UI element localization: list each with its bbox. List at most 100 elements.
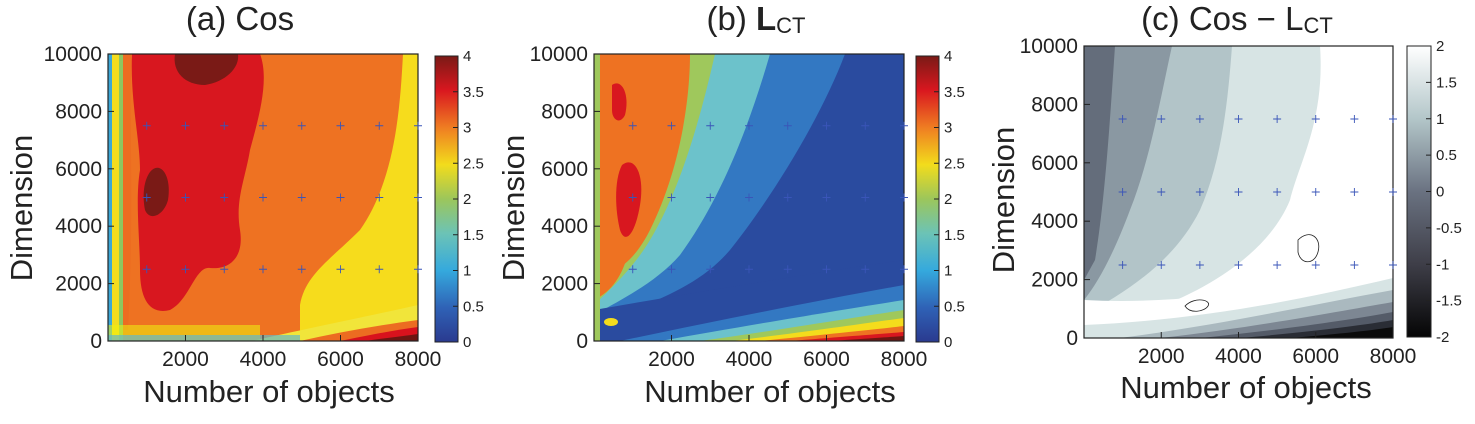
panel-a-colorbar-tick-label: 0.5 xyxy=(463,298,484,315)
panel-a-sample-marker xyxy=(297,193,306,202)
panel-b-sample-marker xyxy=(900,121,908,130)
panel-a-left-yellow xyxy=(112,54,119,341)
panel-a-sample-marker xyxy=(259,193,267,202)
dynamic-layer: 2000 4000 6000 80000200040006000800010000Nu… xyxy=(4,35,1462,409)
panel-a-colorbar-tick-label: 3.5 xyxy=(463,84,484,101)
panel-a-colorbar-tick-label: 1.5 xyxy=(463,227,484,244)
panel-b-x-axis-label: Number of objects xyxy=(644,374,896,409)
panel-c-sample-marker xyxy=(1311,188,1320,196)
panel-a-left-green xyxy=(119,54,123,341)
panel-a-y-tick-label: 0 xyxy=(90,330,102,353)
panel-a-y-tick-label: 2000 xyxy=(55,273,102,296)
panel-a-sample-marker xyxy=(220,121,229,130)
panel-a-contours xyxy=(108,54,418,341)
panel-a-colorbar-tick-label: 0 xyxy=(463,334,471,351)
panel-a-sample-marker xyxy=(414,265,422,274)
panel-a-y-tick-label: 8000 xyxy=(55,100,102,123)
panel-a-peak-top xyxy=(174,54,239,85)
panel-c-sample-marker xyxy=(1273,115,1282,123)
panel-a-colorbar-tick-label: 3 xyxy=(463,120,471,137)
panel-b-colorbar-tick-label: 0.5 xyxy=(944,298,965,315)
panel-b-red-peak-top xyxy=(612,83,627,121)
panel-c-y-tick-label: 2000 xyxy=(1031,269,1078,292)
panel-c-sample-marker xyxy=(1157,188,1166,196)
panel-b-colorbar-tick-label: 1.5 xyxy=(944,227,965,244)
panel-c-sample-marker xyxy=(1389,115,1397,123)
panel-c: (c) Cos − LCT xyxy=(1083,0,1394,339)
panel-b-title: (b) LCT xyxy=(706,0,805,38)
panel-c-contours xyxy=(1084,46,1393,338)
panel-c-sample-marker xyxy=(1234,115,1243,123)
panel-c-colorbar-tick-label: 0 xyxy=(1436,184,1444,201)
panel-b-sample-marker xyxy=(667,193,676,202)
panel-b-sample-marker xyxy=(783,265,792,274)
panel-b-sample-marker xyxy=(745,265,753,274)
panel-b-y-tick-label: 6000 xyxy=(541,158,588,181)
panel-a-sample-marker xyxy=(297,121,306,130)
panel-b-sample-marker xyxy=(706,121,715,130)
panel-c-contour-loop-1 xyxy=(1297,234,1320,263)
panel-c-sample-marker xyxy=(1389,261,1397,269)
panel-b-sample-marker xyxy=(667,265,676,274)
panel-c-y-axis-label: Dimension xyxy=(986,127,1021,273)
panel-a-sample-marker xyxy=(220,193,229,202)
panel-b-sample-marker xyxy=(783,121,792,130)
panel-b-sample-marker xyxy=(822,121,831,130)
panel-c-colorbar-tick-label: 2 xyxy=(1436,38,1444,55)
panel-c-title: (c) Cos − LCT xyxy=(1141,0,1333,38)
panel-a-sample-marker xyxy=(375,121,384,130)
panel-b-x-tick-label: 2000 xyxy=(648,348,695,371)
panel-c-sample-marker xyxy=(1234,188,1243,196)
panel-c-x-axis-label: Number of objects xyxy=(1120,370,1372,405)
panel-a-x-tick-label: 4000 xyxy=(240,348,287,371)
panel-c-sample-marker xyxy=(1118,115,1127,123)
panel-b-y-tick-label: 10000 xyxy=(530,43,588,66)
panel-c-sample-marker xyxy=(1195,115,1204,123)
panel-a-sample-marker xyxy=(142,265,151,274)
panel-b-colorbar-tick-label: 3.5 xyxy=(944,84,965,101)
panel-c-sample-marker xyxy=(1311,261,1320,269)
panel-b-colorbar-tick-label: 2.5 xyxy=(944,155,965,172)
panel-b-sample-marker xyxy=(861,121,870,130)
panel-a-sample-marker xyxy=(336,265,345,274)
panel-c-sample-marker xyxy=(1195,188,1204,196)
panel-c-sample-marker xyxy=(1273,261,1282,269)
panel-a-sample-marker xyxy=(375,193,384,202)
panel-b-lowband-dark xyxy=(830,336,904,341)
panel-a-sample-marker xyxy=(142,121,151,130)
panel-c-colorbar xyxy=(1406,45,1432,338)
panel-c-colorbar-tick-label: 0.5 xyxy=(1436,147,1457,164)
panel-c-colorbar-tick-label: -1 xyxy=(1436,256,1449,273)
panel-b-left-green xyxy=(594,54,600,341)
panel-c-x-tick-label: 8000 xyxy=(1370,345,1417,368)
panel-c-x-tick-label: 2000 xyxy=(1138,345,1185,368)
panel-b-x-tick-label: 8000 xyxy=(881,348,928,371)
panel-b-y-tick-label: 2000 xyxy=(541,273,588,296)
panel-c-y-tick-label: 10000 xyxy=(1020,35,1078,58)
panel-b: (b) LCT xyxy=(593,0,905,342)
panel-a-colorbar-tick-label: 2 xyxy=(463,191,471,208)
panel-c-sample-marker xyxy=(1234,261,1243,269)
panel-a-y-tick-label: 6000 xyxy=(55,158,102,181)
panel-a-colorbar-tick-label: 2.5 xyxy=(463,155,484,172)
panel-a-sample-marker xyxy=(414,193,422,202)
panel-a-x-tick-label: 6000 xyxy=(317,348,364,371)
panel-c-sample-marker xyxy=(1350,115,1359,123)
panel-b-sample-marker xyxy=(861,265,870,274)
panel-c-sample-marker xyxy=(1350,188,1359,196)
panel-a-sample-marker xyxy=(336,193,345,202)
panel-c-colorbar-tick-label: 1 xyxy=(1436,111,1444,128)
panel-c-sample-marker xyxy=(1311,115,1320,123)
panel-c-y-tick-label: 6000 xyxy=(1031,152,1078,175)
panel-c-sample-marker xyxy=(1195,261,1204,269)
panel-c-lowband-black xyxy=(1290,327,1393,338)
panel-b-colorbar-tick-label: 2 xyxy=(944,191,952,208)
panel-a-peak-mid xyxy=(143,167,169,217)
panel-c-y-tick-label: 0 xyxy=(1066,327,1078,350)
panel-c-colorbar-tick-label: -2 xyxy=(1436,329,1449,346)
panel-c-x-tick-label: 6000 xyxy=(1292,345,1339,368)
panel-b-sample-marker xyxy=(861,193,870,202)
panel-b-sample-marker xyxy=(900,193,908,202)
panel-a-x-tick-label: 2000 xyxy=(162,348,209,371)
